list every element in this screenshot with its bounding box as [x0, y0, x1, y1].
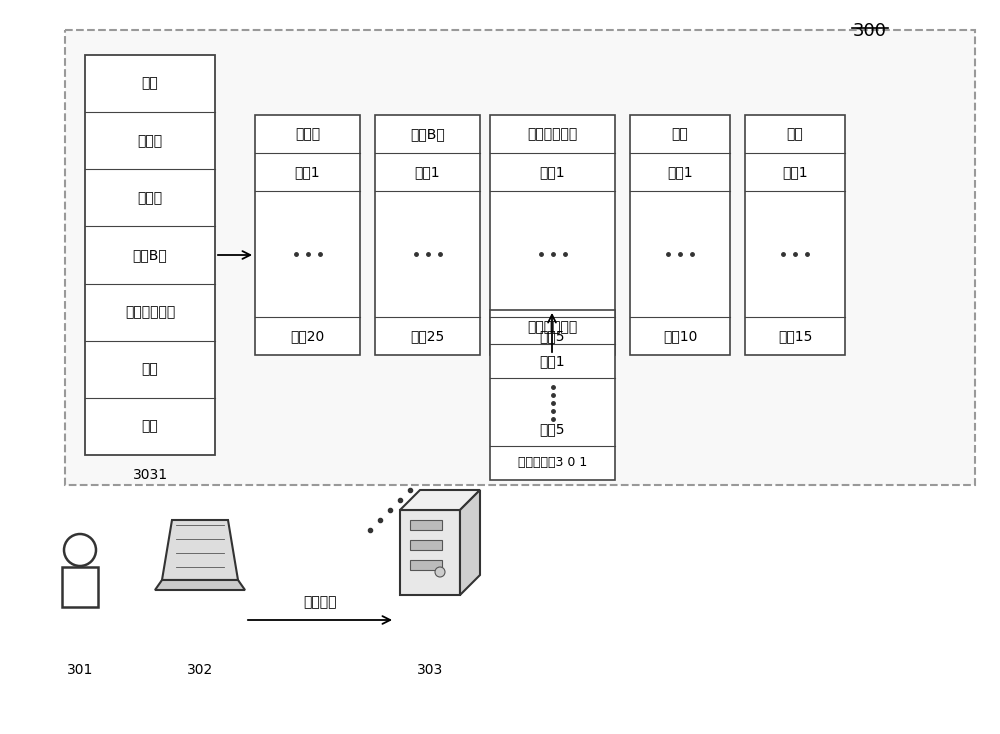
Circle shape: [64, 534, 96, 566]
Text: 耳鼻喉科检查: 耳鼻喉科检查: [125, 305, 175, 319]
Polygon shape: [162, 520, 238, 580]
Circle shape: [435, 567, 445, 577]
Text: 用户5: 用户5: [540, 422, 565, 436]
Bar: [490, 310, 615, 480]
Bar: [85, 55, 215, 455]
Text: 用户1: 用户1: [782, 165, 808, 179]
Text: 内科: 内科: [672, 127, 688, 141]
Bar: [255, 115, 360, 355]
Text: 肾功能: 肾功能: [295, 127, 320, 141]
Text: 外科: 外科: [787, 127, 803, 141]
Bar: [410, 560, 442, 570]
Text: 300: 300: [853, 22, 887, 40]
Text: 303: 303: [417, 663, 443, 677]
Text: 301: 301: [67, 663, 93, 677]
Polygon shape: [460, 490, 480, 595]
Text: 腹部B超: 腹部B超: [133, 248, 167, 262]
Text: 302: 302: [187, 663, 213, 677]
Text: 用户1: 用户1: [540, 354, 565, 368]
Text: 用户25: 用户25: [410, 329, 445, 343]
Text: 待体检用户3 0 1: 待体检用户3 0 1: [518, 457, 587, 470]
Text: 3031: 3031: [132, 468, 168, 482]
Text: 体检请求: 体检请求: [303, 595, 337, 609]
Text: 肾功能: 肾功能: [137, 191, 163, 205]
Bar: [62, 567, 98, 607]
Text: 用户1: 用户1: [295, 165, 320, 179]
Text: 耳鼻喉科检查: 耳鼻喉科检查: [527, 127, 578, 141]
Bar: [630, 115, 730, 355]
Text: 外科: 外科: [142, 419, 158, 434]
Text: 胸透: 胸透: [142, 76, 158, 90]
Bar: [745, 115, 845, 355]
Bar: [410, 540, 442, 550]
Text: 用户1: 用户1: [540, 165, 565, 179]
Text: 用户15: 用户15: [778, 329, 812, 343]
Bar: [375, 115, 480, 355]
Polygon shape: [400, 490, 480, 510]
Text: 用户1: 用户1: [667, 165, 693, 179]
Text: 用户20: 用户20: [290, 329, 325, 343]
Bar: [410, 520, 442, 530]
Text: 耳鼻喉科检查: 耳鼻喉科检查: [527, 320, 578, 334]
Text: 用户10: 用户10: [663, 329, 697, 343]
Text: 用户5: 用户5: [540, 329, 565, 343]
Text: 腹部B超: 腹部B超: [410, 127, 445, 141]
Bar: [65, 30, 975, 485]
Bar: [490, 115, 615, 355]
Text: 心电图: 心电图: [137, 134, 163, 148]
Bar: [400, 510, 460, 595]
Polygon shape: [155, 580, 245, 590]
Text: 内科: 内科: [142, 363, 158, 377]
Text: 用户1: 用户1: [415, 165, 440, 179]
